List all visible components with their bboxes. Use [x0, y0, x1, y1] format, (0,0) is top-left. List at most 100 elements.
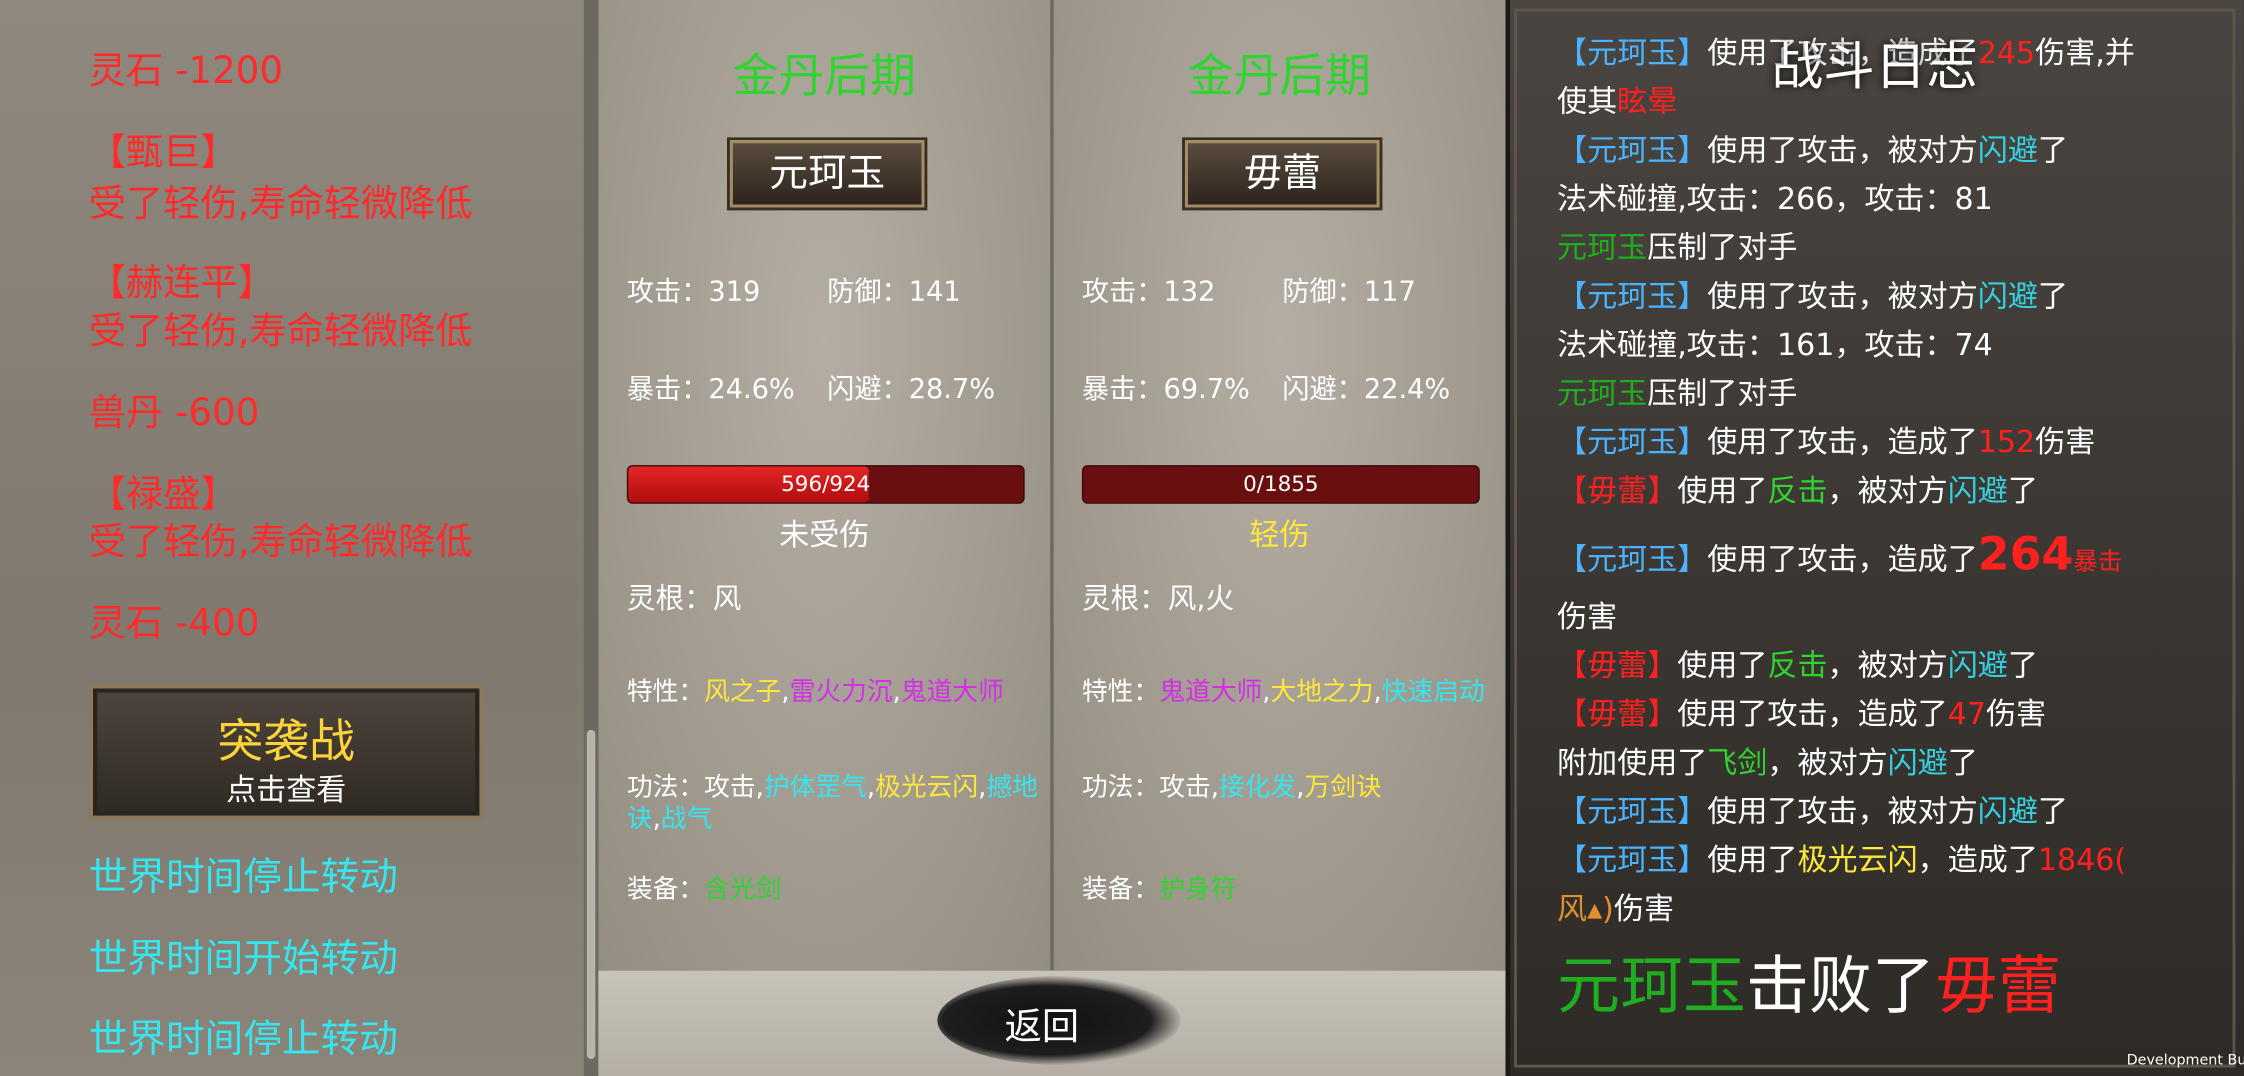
- text-segment: 毋蕾: [1934, 950, 2061, 1024]
- text-segment: 伤害,并: [2035, 35, 2135, 71]
- stat: 防御：141: [827, 276, 961, 308]
- text-segment: 万剑诀: [1304, 772, 1382, 803]
- event-log-panel: [0, 0, 587, 1076]
- text-segment: 了: [2037, 133, 2068, 168]
- event-text: 灵石 -1200: [88, 50, 284, 94]
- text-segment: 法术碰撞,攻击：266，攻击：81: [1557, 181, 1993, 217]
- text-segment: 使用了: [1707, 842, 1798, 878]
- text-segment: ,: [866, 772, 876, 803]
- name-plaque: 毋蕾: [1184, 140, 1380, 208]
- realm: 金丹后期: [732, 48, 916, 104]
- button-title: 突袭战: [217, 714, 355, 769]
- event-text: 受了轻伤,寿命轻微降低: [88, 520, 473, 564]
- log-frame: [1514, 8, 2236, 1068]
- text-segment: 使用了攻击，被对方: [1707, 279, 1978, 314]
- text-segment: 战气: [660, 804, 713, 835]
- text-segment: 反击: [1767, 648, 1828, 683]
- text-segment: 了: [2037, 794, 2068, 829]
- text-segment: 闪避: [1977, 794, 2038, 829]
- log-line: 【毋蕾】使用了攻击，造成了47伤害: [1557, 690, 2135, 739]
- log-line: 【元珂玉】使用了攻击，被对方闪避了: [1557, 126, 2135, 175]
- text-segment: 47: [1947, 696, 1986, 732]
- text-segment: ,: [1262, 676, 1271, 707]
- log-line: 【元珂玉】使用了极光云闪，造成了1846(: [1557, 836, 2135, 885]
- text-segment: 了: [1947, 745, 1978, 780]
- scroll-thumb[interactable]: [586, 729, 596, 1060]
- text-segment: 击败了: [1745, 950, 1935, 1024]
- text-segment: ,: [652, 804, 661, 835]
- text-segment: 了: [2007, 648, 2038, 683]
- text-segment: 元珂玉: [1557, 950, 1746, 1024]
- text-segment: ，被对方: [1767, 745, 1888, 780]
- text-segment: 法术碰撞,攻击：161，攻击：74: [1557, 327, 1993, 363]
- skills: 功法：攻击,护体罡气,极光云闪,撼地诀,战气: [627, 773, 1042, 836]
- text-segment: 使用了攻击，被对方: [1707, 794, 1978, 829]
- stat: 攻击：319: [626, 276, 761, 308]
- stat: 闪避：28.7%: [827, 373, 996, 406]
- text-segment: 装备：: [626, 874, 705, 905]
- event-text: 【禄盛】: [88, 473, 238, 517]
- text-segment: 使用了攻击，造成了: [1677, 696, 1948, 732]
- text-segment: 【元珂玉】: [1557, 842, 1708, 878]
- log-lines: 【元珂玉】使用了攻击，造成了245伤害,并 使其眩晕 【元珂玉】使用了攻击，被对方闪…: [1557, 29, 2135, 933]
- equipment: 装备：含光剑: [627, 874, 1042, 905]
- hp-text: 0/1855: [1243, 470, 1319, 497]
- hp-bar: 0/1855: [1081, 465, 1480, 504]
- text-segment: 使用了: [1677, 648, 1768, 683]
- text-segment: ，造成了: [1917, 842, 2038, 878]
- text-segment: 眩晕: [1617, 84, 1678, 119]
- panel-separator: [1050, 0, 1054, 971]
- text-segment: 风▴): [1557, 891, 1614, 926]
- event-text: 受了轻伤,寿命轻微降低: [88, 183, 473, 227]
- text-segment: 极光云闪: [1797, 842, 1918, 878]
- log-line: 法术碰撞,攻击：161，攻击：74: [1557, 321, 2135, 370]
- text-segment: 伤害: [2035, 425, 2096, 460]
- event-text: 【赫连平】: [88, 261, 275, 305]
- text-segment: 伤害: [1985, 696, 2047, 732]
- text-segment: 暴击: [2073, 548, 2123, 577]
- text-segment: 使其: [1557, 84, 1618, 119]
- text-segment: 闪避: [1977, 279, 2038, 314]
- text-segment: 闪避: [1977, 133, 2038, 168]
- text-segment: 反击: [1767, 473, 1828, 509]
- text-segment: 附加使用了: [1557, 745, 1708, 780]
- text-segment: 护身符: [1159, 874, 1237, 905]
- injury-status: 未受伤: [779, 518, 870, 553]
- log-line: 伤害: [1557, 592, 2135, 641]
- log-line: 【毋蕾】使用了反击，被对方闪避了: [1557, 467, 2135, 516]
- text-segment: 伤害: [1613, 891, 1675, 926]
- traits: 特性：风之子,雷火力沉,鬼道大师: [627, 677, 1042, 708]
- text-segment: ，被对方: [1827, 648, 1948, 683]
- text-segment: 雷火力沉: [789, 676, 893, 707]
- raid-button[interactable]: 突袭战 点击查看: [88, 684, 484, 821]
- event-text: 【甄巨】: [88, 131, 238, 175]
- text-segment: 了: [2007, 473, 2038, 509]
- stat: 暴击：24.6%: [626, 373, 795, 406]
- text-segment: 鬼道大师: [1159, 676, 1263, 707]
- text-segment: ,: [892, 676, 901, 707]
- log-line: 【元珂玉】使用了攻击，造成了264暴击: [1557, 515, 2135, 592]
- log-line: 使其眩晕: [1557, 77, 2135, 126]
- log-title: 战斗日志: [1771, 38, 1978, 98]
- back-button[interactable]: 返回: [1004, 1006, 1080, 1049]
- battle-log-panel: [1505, 0, 2244, 1076]
- text-segment: 装备：: [1081, 874, 1160, 905]
- text-segment: 接化发: [1218, 772, 1297, 803]
- event-text: 灵石 -400: [88, 602, 260, 646]
- text-segment: 了: [2037, 279, 2068, 314]
- text-segment: 【毋蕾】: [1557, 473, 1678, 509]
- text-segment: 闪避: [1947, 473, 2008, 509]
- log-line: 【毋蕾】使用了反击，被对方闪避了: [1557, 641, 2135, 690]
- text-segment: 152: [1977, 425, 2036, 460]
- text-segment: 【元珂玉】: [1557, 133, 1708, 168]
- event-text: 兽丹 -600: [88, 392, 260, 436]
- text-segment: 使用了攻击，造成了: [1707, 35, 1978, 71]
- text-segment: 大地之力: [1270, 676, 1374, 707]
- skills: 功法：攻击,接化发,万剑诀: [1082, 773, 1497, 804]
- text-segment: ,: [978, 772, 987, 803]
- text-segment: 【元珂玉】: [1557, 542, 1708, 577]
- text-segment: 闪避: [1887, 745, 1948, 780]
- text-segment: 元珂玉: [1557, 376, 1648, 411]
- text-segment: 使用了: [1677, 473, 1768, 509]
